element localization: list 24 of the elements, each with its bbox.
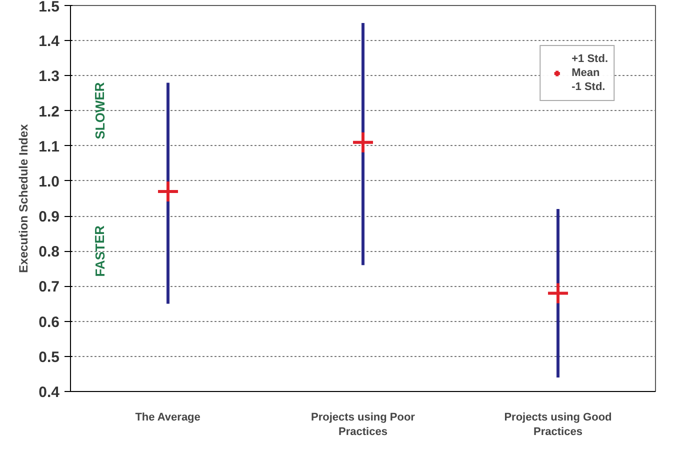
y-tick-label: 1.2 — [38, 103, 60, 120]
annotation: -1 Std. — [572, 80, 606, 94]
legend-label: Mean — [572, 66, 600, 80]
annotation: SLOWER — [92, 82, 108, 140]
point — [546, 282, 570, 305]
y-tick-label: 0.6 — [38, 314, 60, 331]
y-tick-label: 0.8 — [38, 244, 60, 261]
point — [352, 130, 374, 154]
y-tick-label: 1.4 — [38, 33, 60, 50]
y-tick-label: 1.3 — [38, 68, 60, 86]
y-axis-title: Execution Schedule Index — [16, 124, 31, 273]
annotation: +1 Std. — [572, 52, 608, 66]
y-tick-label: 0.4 — [38, 384, 60, 401]
y-tick-label: 0.7 — [38, 278, 60, 296]
y-tick-label: 0.5 — [38, 348, 60, 366]
x-tick-label: The Average — [135, 412, 200, 424]
y-tick-label: 1.0 — [38, 173, 60, 190]
point — [156, 180, 180, 203]
y-tick-label: 1.1 — [38, 138, 60, 156]
x-tick-label: Projects using Poor Practices — [311, 412, 416, 438]
x-tick-label: Projects using Good Practices — [504, 412, 612, 438]
y-tick-label: 1.5 — [38, 0, 60, 16]
annotation: FASTER — [92, 224, 108, 277]
y-tick-label: 0.9 — [38, 208, 60, 226]
